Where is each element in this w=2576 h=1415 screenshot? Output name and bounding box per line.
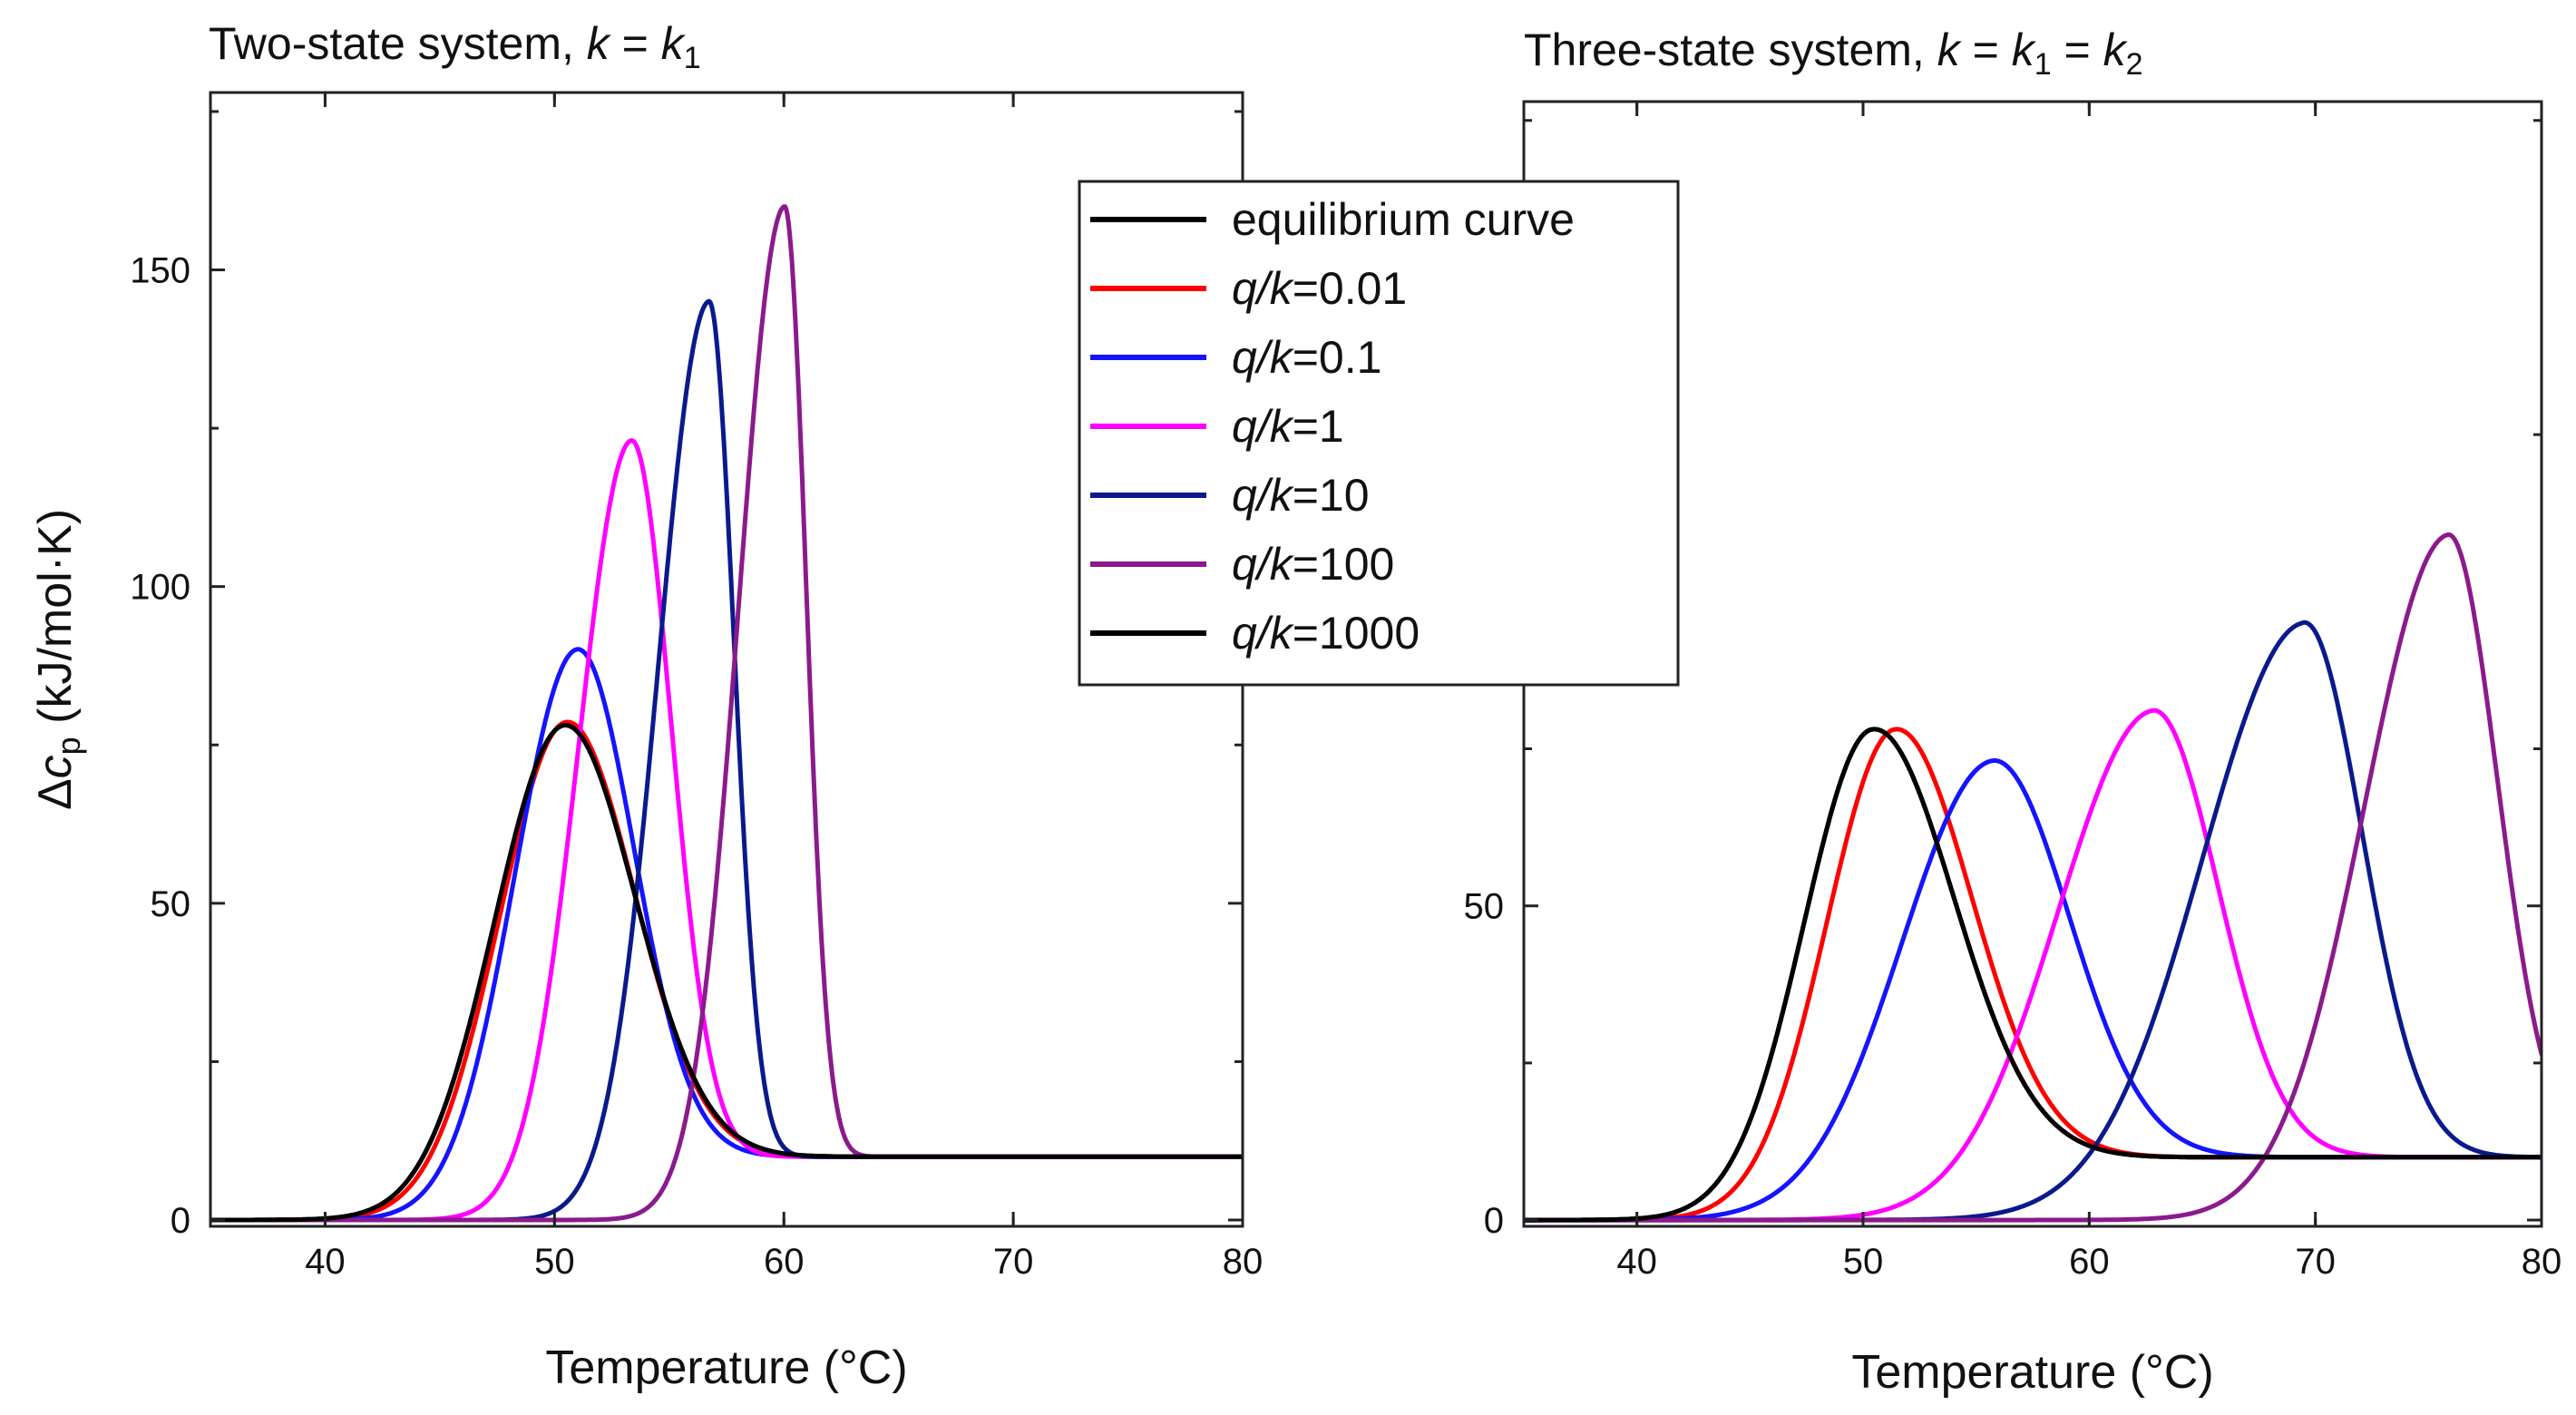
x-tick-label-60-right: 60 <box>2069 1242 2110 1282</box>
series-line-equilibrium-curve-left <box>210 723 1243 1223</box>
y-tick-label-50-left: 50 <box>151 884 191 924</box>
legend-label-q-k-1: q/k=1 <box>1232 401 1344 452</box>
x-tick-label-70-left: 70 <box>993 1242 1034 1282</box>
panel-title-three-state: Three-state system, k = k1 = k2 <box>1524 24 2143 82</box>
x-tick-label-60-left: 60 <box>764 1242 805 1282</box>
legend: equilibrium curve q/k=0.01 q/k=0.1 q/k=1 q/k… <box>1078 180 1680 687</box>
series-line-q-k-10-right <box>1524 620 2542 1223</box>
legend-label-q-k-0-1: q/k=0.1 <box>1232 332 1381 383</box>
series-line-q-k-0-01-left <box>210 719 1243 1223</box>
y-axis-title-left: Δcp (kJ/mol·K) <box>29 509 87 810</box>
y-tick-label-50-right: 50 <box>1464 887 1505 927</box>
x-axis-title-right: Temperature (°C) <box>1851 1346 2213 1399</box>
legend-label-q-k-10: q/k=10 <box>1232 470 1370 521</box>
x-tick-label-70-right: 70 <box>2295 1242 2336 1282</box>
y-tick-label-150-left: 150 <box>130 251 190 291</box>
x-tick-label-40-left: 40 <box>305 1242 346 1282</box>
x-tick-label-40-right: 40 <box>1616 1242 1657 1282</box>
x-axis-title-left: Temperature (°C) <box>545 1342 907 1394</box>
legend-box <box>1078 180 1680 687</box>
y-tick-label-100-left: 100 <box>130 568 190 608</box>
series-line-q-k-100-right <box>1524 532 2542 1223</box>
panel-title-two-state: Two-state system, k = k1 <box>209 18 701 75</box>
x-tick-label-80-right: 80 <box>2522 1242 2562 1282</box>
x-tick-label-50-left: 50 <box>534 1242 575 1282</box>
legend-label-q-k-1000: q/k=1000 <box>1232 608 1420 659</box>
legend-label-q-k-100: q/k=100 <box>1232 539 1394 590</box>
y-tick-label-0-right: 0 <box>1484 1201 1504 1241</box>
series-line-q-k-1000-left <box>210 723 1243 1223</box>
x-tick-label-50-right: 50 <box>1843 1242 1884 1282</box>
panel-three-state: Three-state system, k = k1 = k2 40 50 60 70… <box>1464 24 2562 1399</box>
panel-two-state: Two-state system, k = k1 40 50 60 70 80 0 50 10… <box>29 18 1263 1394</box>
series-line-q-k-1000-right <box>1524 727 2542 1223</box>
x-tick-label-80-left: 80 <box>1223 1242 1264 1282</box>
legend-label-q-k-0-01: q/k=0.01 <box>1232 263 1407 314</box>
legend-label-equilibrium-curve: equilibrium curve <box>1232 194 1575 245</box>
y-tick-label-0-left: 0 <box>171 1201 190 1241</box>
